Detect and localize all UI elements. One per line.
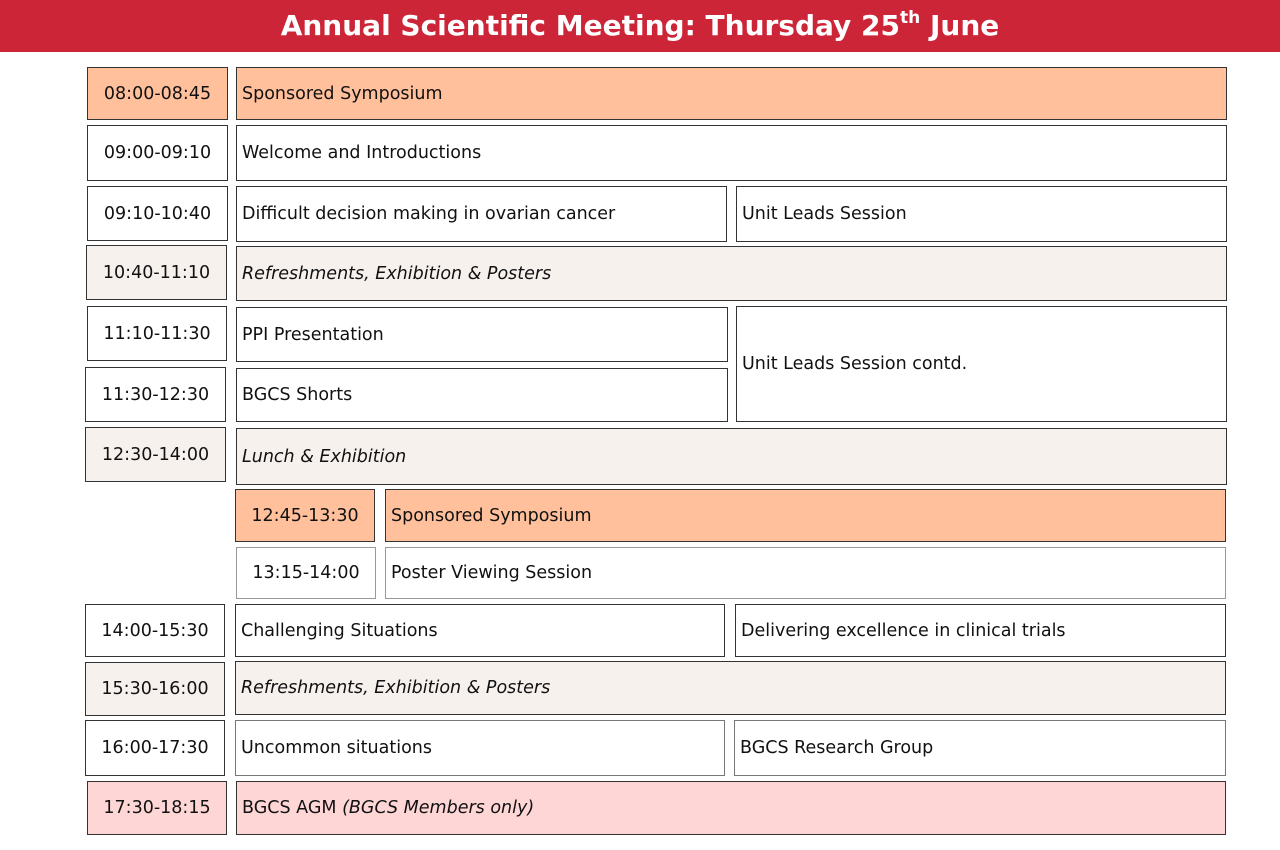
session: Difficult decision making in ovarian can…: [236, 186, 727, 242]
session: Uncommon situations: [235, 720, 725, 776]
time-slot: 14:00-15:30: [85, 604, 225, 657]
time-slot: 16:00-17:30: [85, 720, 225, 776]
time-slot: 17:30-18:15: [87, 781, 227, 835]
agm-session: BGCS AGM (BGCS Members only): [236, 781, 1226, 835]
session: BGCS Research Group: [734, 720, 1226, 776]
session: Challenging Situations: [235, 604, 725, 657]
session: Welcome and Introductions: [236, 125, 1227, 181]
session: Unit Leads Session: [736, 186, 1227, 242]
session: BGCS Shorts: [236, 368, 728, 422]
time-slot: 15:30-16:00: [85, 662, 225, 716]
time-slot: 11:30-12:30: [85, 367, 226, 422]
time-slot: 12:45-13:30: [235, 489, 375, 542]
session: Sponsored Symposium: [385, 489, 1226, 542]
time-slot: 11:10-11:30: [87, 306, 227, 361]
break-session: Lunch & Exhibition: [236, 428, 1227, 485]
session: PPI Presentation: [236, 307, 728, 362]
time-slot: 13:15-14:00: [236, 547, 376, 599]
session: Sponsored Symposium: [236, 67, 1227, 120]
session: Unit Leads Session contd.: [736, 306, 1227, 422]
time-slot: 10:40-11:10: [86, 245, 227, 300]
time-slot: 09:10-10:40: [87, 186, 228, 241]
time-slot: 12:30-14:00: [85, 427, 226, 482]
break-session: Refreshments, Exhibition & Posters: [235, 661, 1226, 715]
time-slot: 08:00-08:45: [87, 67, 228, 120]
session: Delivering excellence in clinical trials: [735, 604, 1226, 657]
break-session: Refreshments, Exhibition & Posters: [236, 246, 1227, 301]
session: Poster Viewing Session: [385, 547, 1226, 599]
agm-note: (BGCS Members only): [342, 798, 535, 818]
time-slot: 09:00-09:10: [87, 125, 228, 181]
page-title: Annual Scientific Meeting: Thursday 25th…: [0, 0, 1280, 52]
